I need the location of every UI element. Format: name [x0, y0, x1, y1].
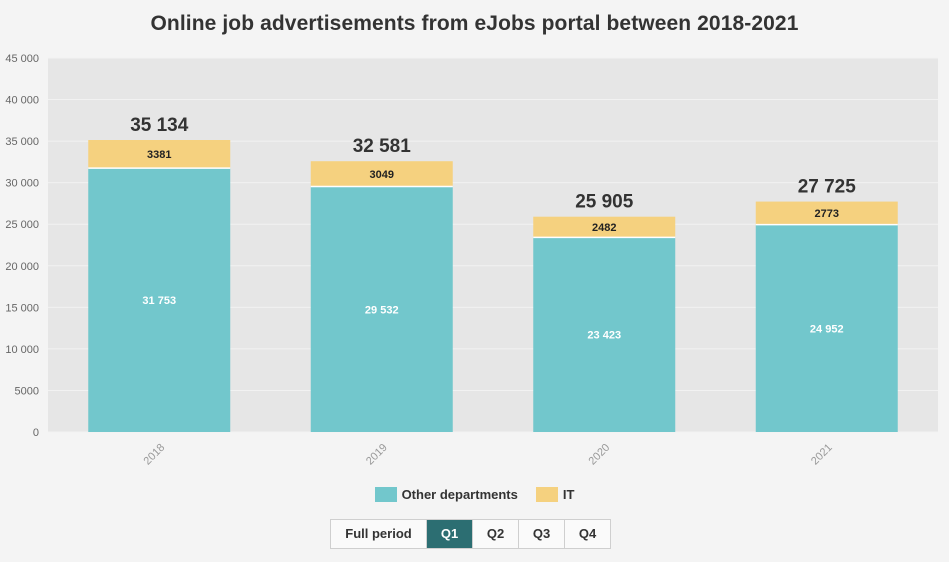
bar-chart: 0 5000 10 000 15 000 20 000 25 000 30 000 35 00… — [5, 53, 938, 468]
bar-other-departments — [88, 168, 231, 432]
data-label-other-departments: 29 532 — [365, 304, 399, 316]
x-tick-label: 2019 — [364, 442, 390, 468]
x-tick-label: 2021 — [809, 442, 835, 468]
bar-it — [310, 161, 453, 187]
y-tick-label: 30 000 — [5, 178, 39, 190]
data-label-it: 3381 — [147, 149, 171, 161]
y-tick-label: 25 000 — [5, 219, 39, 231]
legend-item-other-departments[interactable]: Other departments — [374, 487, 518, 502]
chart-title: Online job advertisements from eJobs por… — [150, 12, 799, 35]
x-tick-label: 2018 — [142, 442, 168, 468]
bar-other-departments — [310, 186, 453, 432]
data-label-other-departments: 24 952 — [810, 323, 844, 335]
y-tick-label: 45 000 — [5, 53, 39, 65]
legend-swatch-it — [535, 487, 558, 502]
x-tick-label: 2020 — [587, 442, 613, 468]
tab-q3[interactable]: Q3 — [518, 520, 564, 548]
y-tick-label: 15 000 — [5, 302, 39, 314]
y-tick-label: 0 — [33, 427, 39, 439]
legend-label-it: IT — [562, 487, 575, 502]
data-label-other-departments: 23 423 — [587, 330, 621, 342]
data-label-it: 2482 — [592, 222, 616, 234]
data-label-it: 2773 — [815, 208, 839, 220]
legend-label-other-departments: Other departments — [401, 487, 518, 502]
y-tick-label: 20 000 — [5, 261, 39, 273]
y-tick-label: 5000 — [15, 385, 39, 397]
tab-q2[interactable]: Q2 — [472, 520, 518, 548]
tab-q1[interactable]: Q1 — [426, 520, 472, 548]
data-label-total: 25 905 — [575, 192, 634, 213]
y-tick-label: 10 000 — [5, 344, 39, 356]
bar-it — [88, 139, 231, 169]
legend-item-it[interactable]: IT — [535, 487, 575, 502]
data-label-total: 32 581 — [353, 136, 412, 157]
bar-it — [755, 201, 898, 225]
data-label-total: 27 725 — [798, 177, 857, 198]
bar-it — [533, 216, 676, 238]
y-tick-label: 35 000 — [5, 136, 39, 148]
legend-swatch-other-departments — [374, 487, 397, 502]
bar-other-departments — [755, 224, 898, 432]
data-label-other-departments: 31 753 — [142, 295, 176, 307]
y-tick-label: 40 000 — [5, 95, 39, 107]
chart-legend: Other departments IT — [0, 487, 949, 502]
tab-full-period[interactable]: Full period — [345, 526, 412, 541]
data-label-total: 35 134 — [130, 115, 189, 136]
data-label-it: 3049 — [370, 169, 394, 181]
bar-other-departments — [533, 237, 676, 432]
tab-q4[interactable]: Q4 — [564, 520, 610, 548]
period-tabs: Full period Q1 Q2 Q3 Q4 — [330, 519, 611, 549]
